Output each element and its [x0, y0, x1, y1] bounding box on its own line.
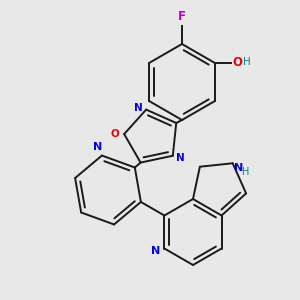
Text: F: F: [178, 10, 186, 23]
Text: N: N: [151, 245, 160, 256]
Text: H: H: [243, 57, 251, 67]
Text: O: O: [111, 129, 119, 139]
Text: O: O: [232, 56, 242, 70]
Text: N: N: [134, 103, 142, 112]
Text: N: N: [176, 153, 185, 163]
Text: H: H: [242, 167, 249, 177]
Text: N: N: [234, 163, 243, 173]
Text: N: N: [93, 142, 103, 152]
